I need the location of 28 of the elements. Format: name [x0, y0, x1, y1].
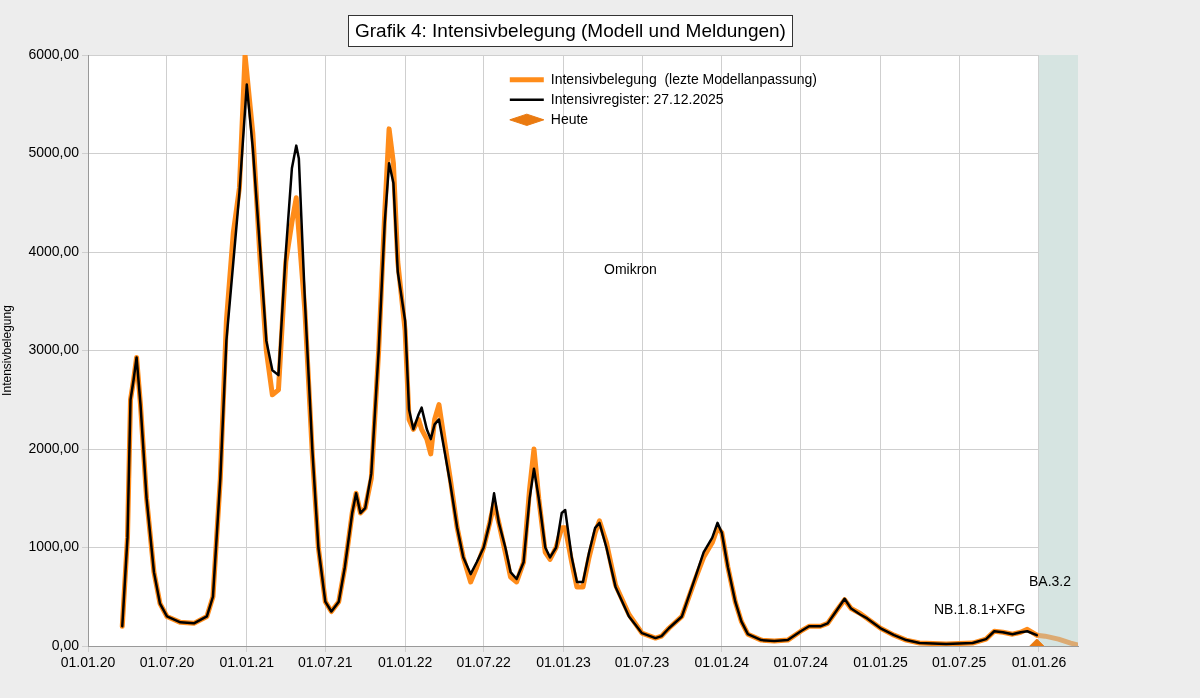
- annotation: Omikron: [604, 261, 657, 277]
- y-tick-label: 1000,00: [28, 538, 80, 555]
- x-tick-label: 01.01.20: [60, 654, 116, 671]
- x-tick-label: 01.01.23: [536, 654, 591, 671]
- y-tick-label: 5000,00: [28, 144, 80, 161]
- x-tick-label: 01.07.22: [456, 654, 512, 671]
- y-tick-label: 2000,00: [28, 439, 80, 456]
- x-tick-label: 01.01.22: [377, 654, 433, 671]
- x-tick-label: 01.07.23: [614, 654, 670, 671]
- x-tick-label: 01.07.24: [773, 654, 829, 671]
- y-tick-label: 0,00: [51, 636, 80, 653]
- legend-label: Intensivbelegung (lezte Modellanpassung): [550, 70, 817, 87]
- annotation: BA.3.2: [1029, 573, 1072, 589]
- y-tick-label: 6000,00: [28, 45, 80, 62]
- y-tick-label: 4000,00: [28, 242, 80, 259]
- annotation: NB.1.8.1+XFG: [934, 601, 1026, 617]
- legend-label: Heute: [550, 110, 589, 127]
- x-tick-label: 01.01.26: [1011, 654, 1067, 671]
- legend-label: Intensivregister: 27.12.2025: [550, 90, 724, 107]
- x-tick-label: 01.07.21: [298, 654, 353, 671]
- x-tick-label: 01.01.25: [853, 654, 909, 671]
- y-axis-title: Intensivbelegung: [0, 305, 14, 396]
- x-tick-label: 01.07.20: [139, 654, 195, 671]
- x-tick-label: 01.01.24: [694, 654, 750, 671]
- x-tick-label: 01.01.21: [219, 654, 275, 671]
- chart-title: Grafik 4: Intensivbelegung (Modell und Meldungen): [348, 15, 793, 47]
- y-tick-label: 3000,00: [28, 341, 80, 358]
- x-tick-label: 01.07.25: [931, 654, 987, 671]
